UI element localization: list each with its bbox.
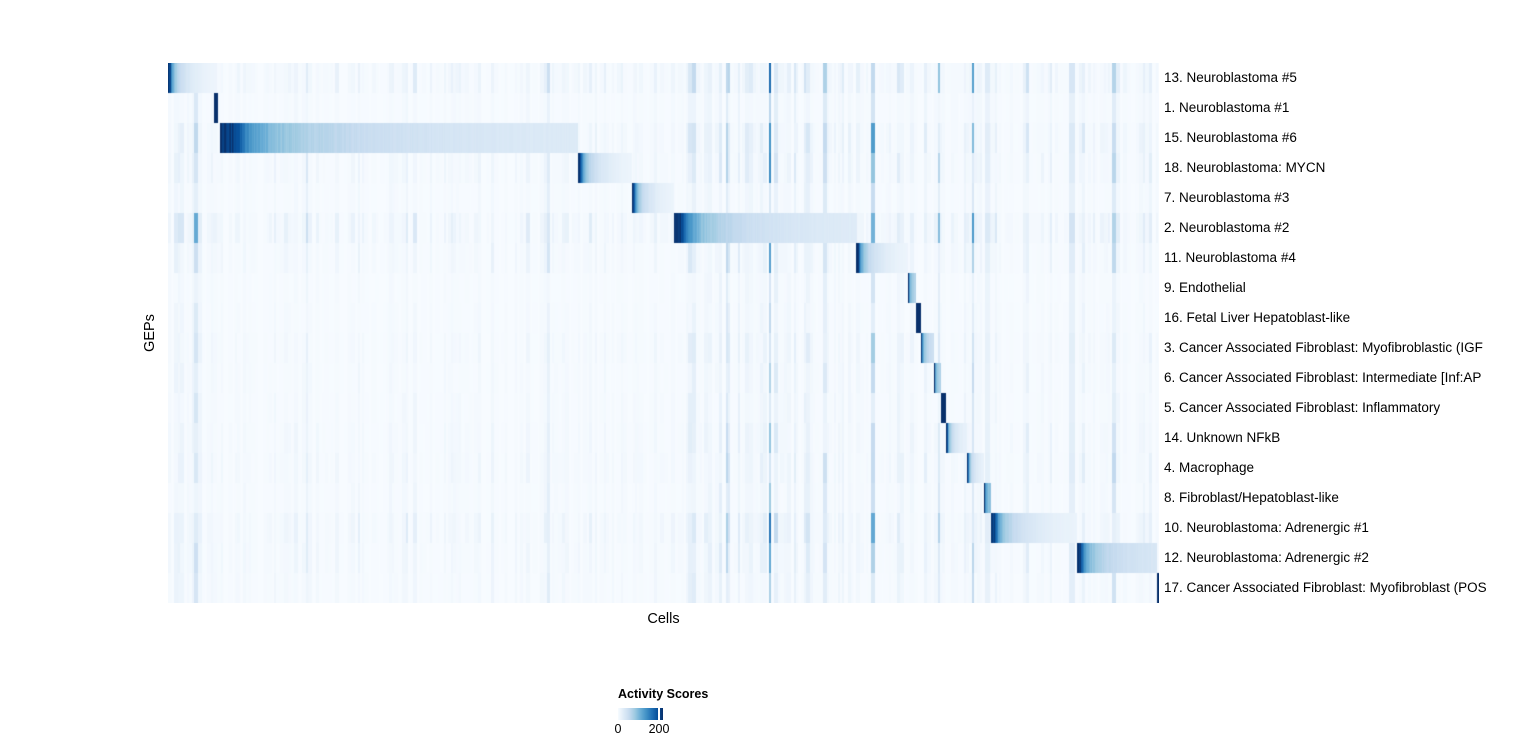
row-labels: 13. Neuroblastoma #5 1. Neuroblastoma #1… xyxy=(1164,63,1487,603)
colorbar-gradient xyxy=(618,708,663,720)
row-label: 17. Cancer Associated Fibroblast: Myofib… xyxy=(1164,580,1487,595)
colorbar-title: Activity Scores xyxy=(618,687,709,701)
colorbar-tick-labels: 0 200 xyxy=(614,722,670,738)
row-label: 16. Fetal Liver Hepatoblast-like xyxy=(1164,310,1351,325)
row-label: 13. Neuroblastoma #5 xyxy=(1164,70,1297,85)
row-label: 15. Neuroblastoma #6 xyxy=(1164,130,1297,145)
row-label: 18. Neuroblastoma: MYCN xyxy=(1164,160,1326,175)
row-label: 4. Macrophage xyxy=(1164,460,1255,475)
row-label: 7. Neuroblastoma #3 xyxy=(1164,190,1290,205)
row-label: 5. Cancer Associated Fibroblast: Inflamm… xyxy=(1164,400,1441,415)
heatmap-canvas xyxy=(168,63,1159,603)
row-label: 14. Unknown NFkB xyxy=(1164,430,1281,445)
row-label: 2. Neuroblastoma #2 xyxy=(1164,220,1290,235)
x-axis-label: Cells xyxy=(647,611,680,627)
row-label: 6. Cancer Associated Fibroblast: Interme… xyxy=(1164,370,1482,385)
colorbar-tick-label-200: 200 xyxy=(648,722,670,736)
row-label: 9. Endothelial xyxy=(1164,280,1246,295)
y-axis-label: GEPs xyxy=(142,314,158,352)
row-label: 1. Neuroblastoma #1 xyxy=(1164,100,1290,115)
row-label: 11. Neuroblastoma #4 xyxy=(1164,250,1296,265)
colorbar-tick-mark-200 xyxy=(658,708,660,720)
row-label: 3. Cancer Associated Fibroblast: Myofibr… xyxy=(1164,340,1483,355)
row-label: 12. Neuroblastoma: Adrenergic #2 xyxy=(1164,550,1369,565)
row-label: 10. Neuroblastoma: Adrenergic #1 xyxy=(1164,520,1369,535)
colorbar-legend: Activity Scores 0 200 xyxy=(614,687,709,738)
row-label: 8. Fibroblast/Hepatoblast-like xyxy=(1164,490,1339,505)
colorbar-tick-label-0: 0 xyxy=(614,722,622,736)
